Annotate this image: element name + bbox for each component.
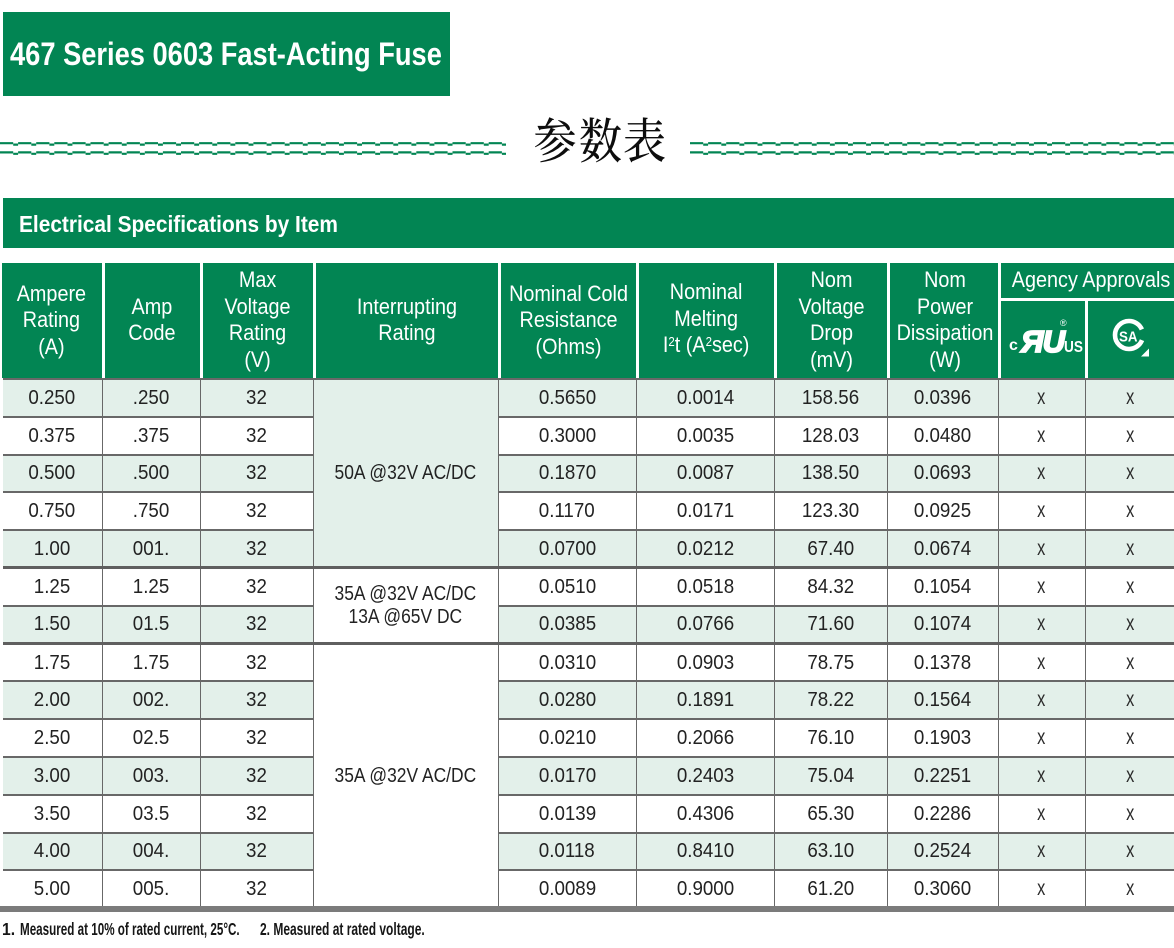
svg-text:ЯU: ЯU [1020, 324, 1067, 359]
svg-text:c: c [1009, 337, 1018, 354]
svg-text:®: ® [1060, 318, 1067, 328]
svg-text:SA: SA [1119, 328, 1138, 345]
svg-text:US: US [1064, 339, 1083, 356]
